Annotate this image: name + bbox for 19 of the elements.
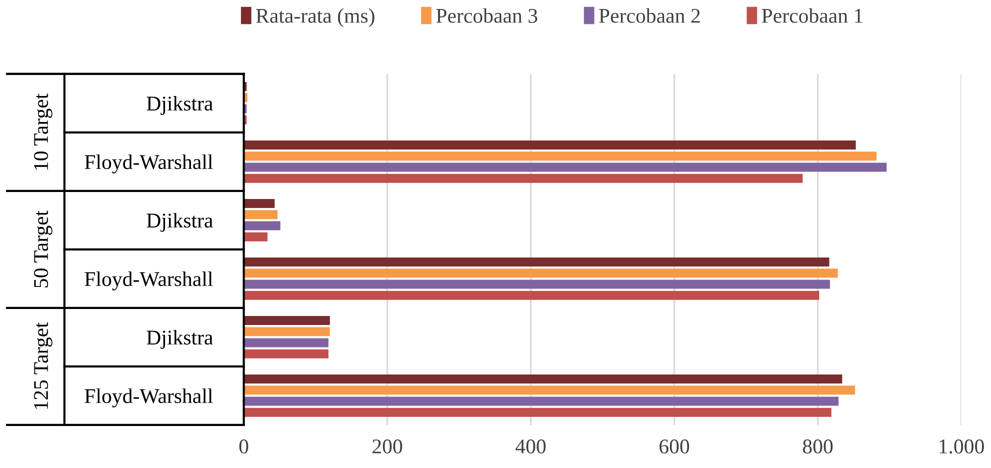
legend-label: Percobaan 2 <box>599 8 700 23</box>
x-tick-label: 1.000 <box>940 439 984 454</box>
x-tick-label: 800 <box>802 439 833 454</box>
x-tick-label: 400 <box>516 439 546 454</box>
legend-label: Percobaan 3 <box>436 8 538 23</box>
y-tick-label: Floyd-Warshall <box>84 271 213 290</box>
legend-label: Rata-rata (ms) <box>256 8 374 28</box>
legend-label: Percobaan 1 <box>762 8 862 23</box>
text: 50 Target <box>34 210 52 288</box>
text: 125 Target <box>34 322 52 409</box>
y-tick-label: Djikstra <box>146 212 213 232</box>
y-tick-label: Floyd-Warshall <box>84 388 213 408</box>
x-tick-label: 200 <box>372 439 402 454</box>
y-tick-label: Djikstra <box>146 330 213 349</box>
x-tick-label: 0 <box>239 439 248 454</box>
y-tick-label: Floyd-Warshall <box>84 154 213 174</box>
x-tick-label: 600 <box>660 439 690 454</box>
text: 10 Target <box>34 93 52 170</box>
y-tick-label: Djikstra <box>146 96 213 115</box>
